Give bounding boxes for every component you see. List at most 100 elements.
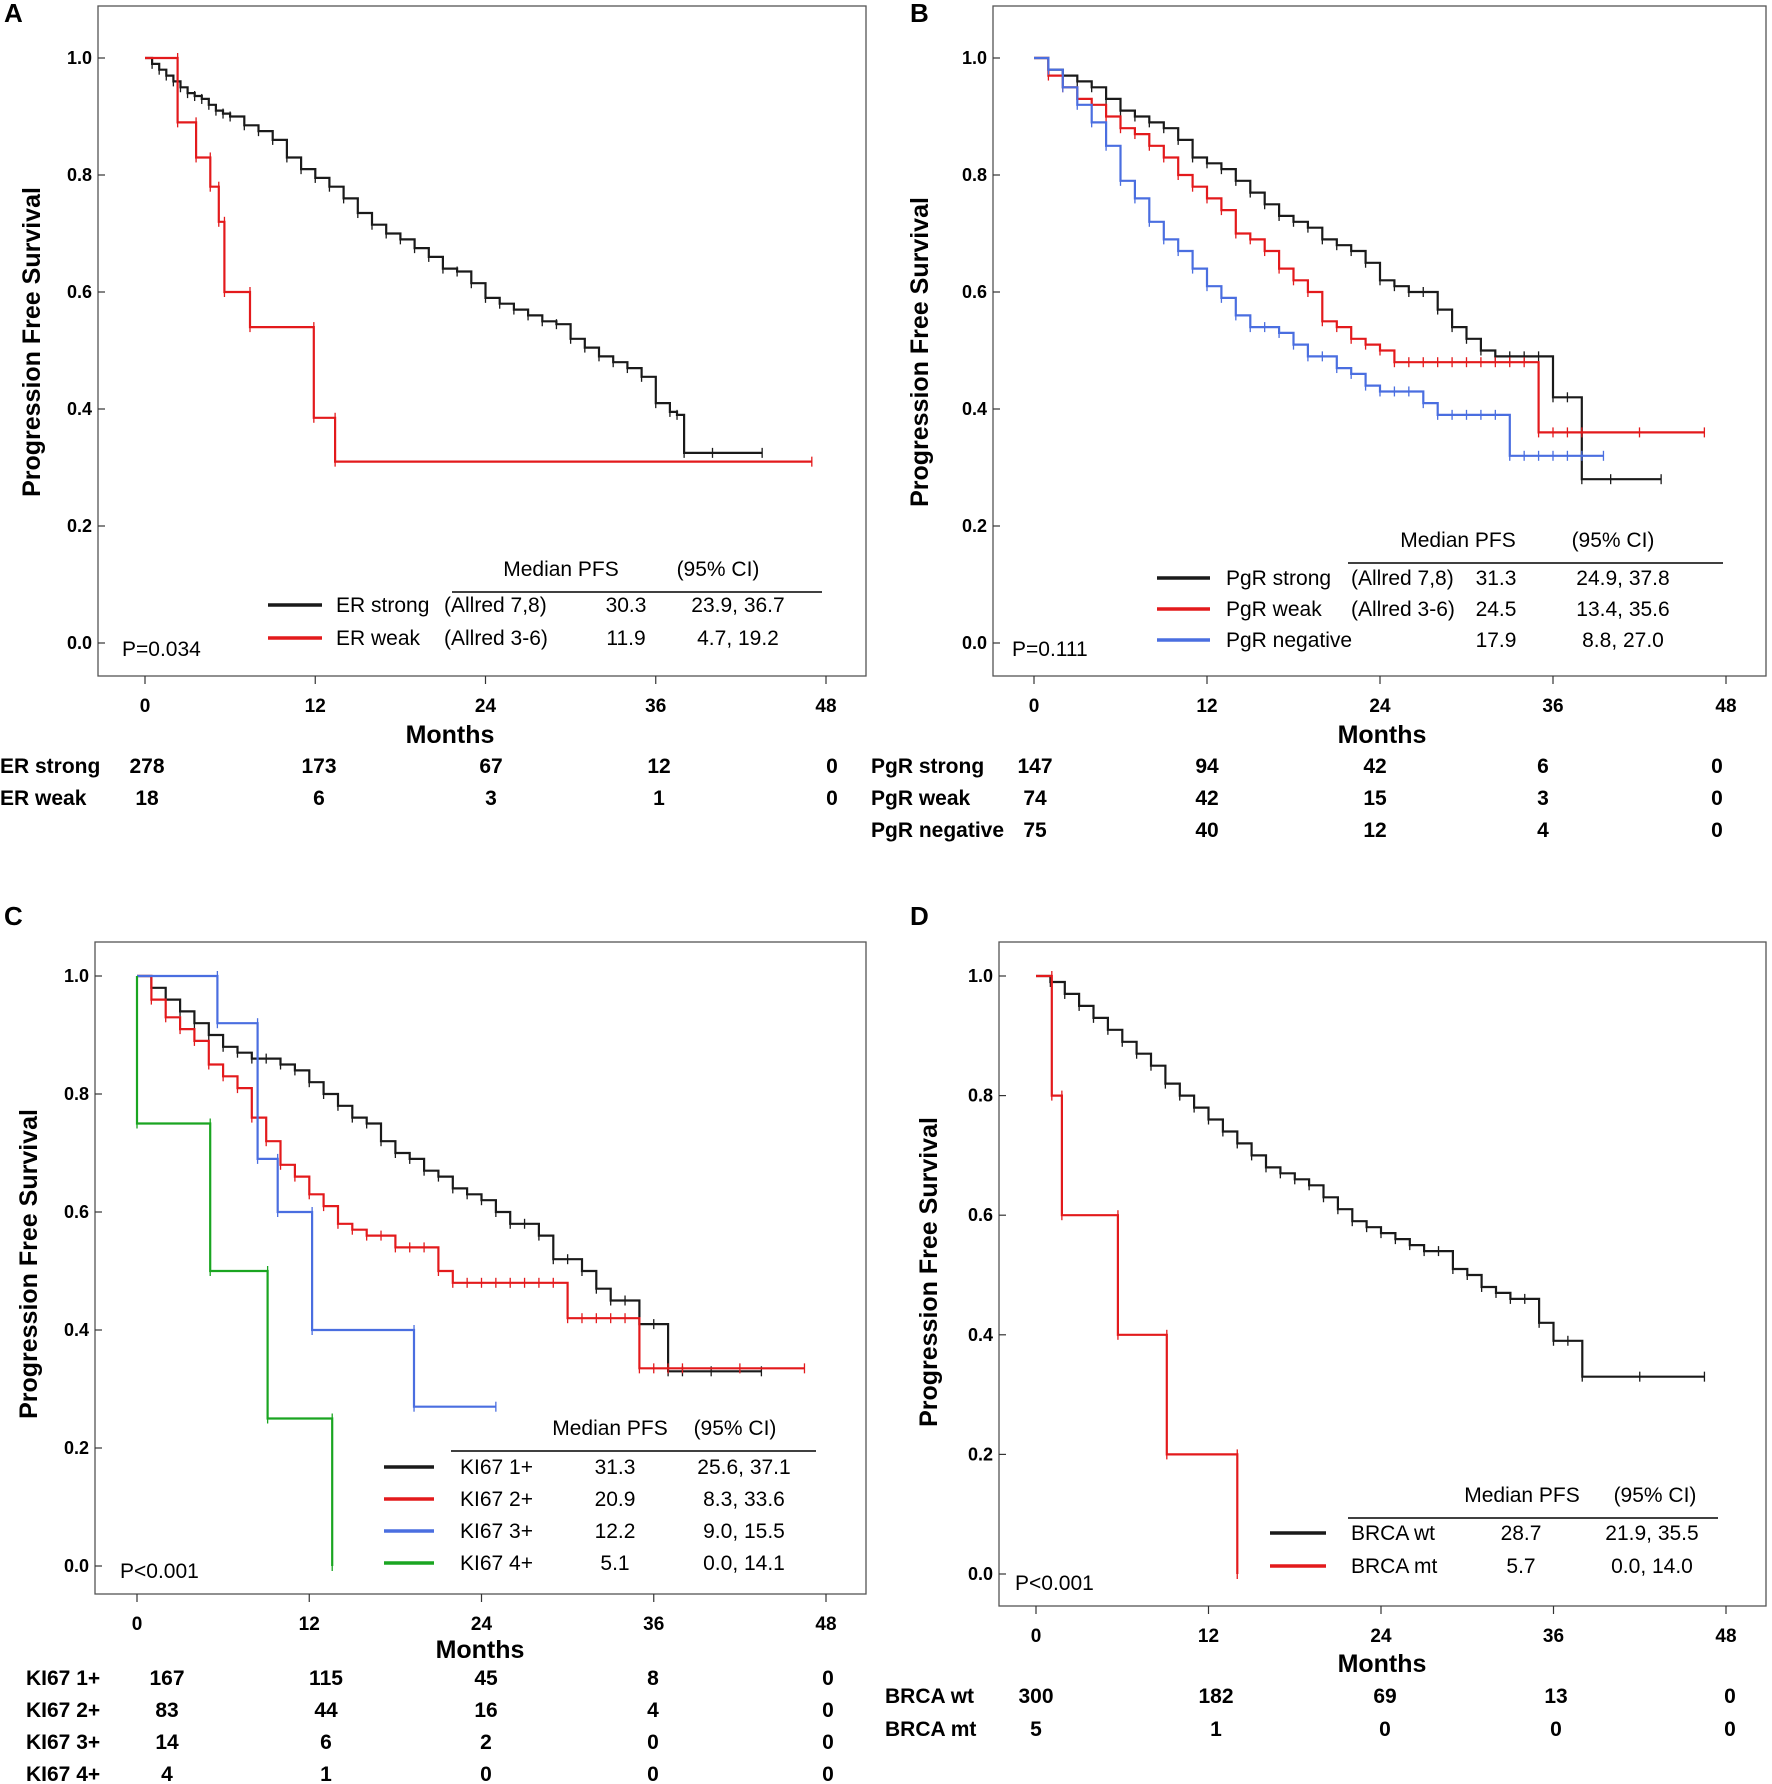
risk-count: 0 <box>1711 755 1723 778</box>
risk-count: 40 <box>1195 819 1218 842</box>
legend-header-ci: (95% CI) <box>677 558 760 581</box>
legend-header-ci: (95% CI) <box>694 1417 777 1440</box>
legend-header-median: Median PFS <box>552 1417 668 1440</box>
risk-count: 0 <box>1711 787 1723 810</box>
x-axis-title: Months <box>406 721 495 749</box>
panel-label: C <box>4 901 23 931</box>
x-tick-label: 48 <box>1715 696 1736 717</box>
legend-header-ci: (95% CI) <box>1572 529 1655 552</box>
x-tick-label: 24 <box>1369 696 1391 717</box>
legend-group: (Allred 7,8) <box>444 594 547 617</box>
panel-C: C0.00.20.40.60.81.00 12 24 36 48MonthsProgre… <box>4 901 867 1784</box>
risk-count: 4 <box>1537 819 1549 842</box>
risk-count: 18 <box>135 787 159 810</box>
risk-count: 12 <box>647 755 670 778</box>
x-tick-label: 36 <box>1542 696 1563 717</box>
risk-count: 15 <box>1363 787 1387 810</box>
x-tick-label: 24 <box>471 1614 493 1635</box>
y-axis-title: Progression Free Survival <box>906 197 934 507</box>
x-tick-label: 0 <box>1029 696 1040 717</box>
risk-row-label: KI67 4+ <box>26 1763 100 1784</box>
y-tick-label: 0.6 <box>64 1202 89 1222</box>
x-tick-label: 48 <box>815 696 836 717</box>
legend-ci: 8.8, 27.0 <box>1582 629 1664 652</box>
risk-count: 42 <box>1195 787 1218 810</box>
risk-count: 4 <box>161 1763 173 1784</box>
legend-median: 5.1 <box>600 1552 629 1575</box>
y-tick-label: 0.2 <box>64 1438 89 1458</box>
risk-count: 115 <box>309 1667 343 1690</box>
p-value: P=0.034 <box>122 638 201 661</box>
legend-ci: 8.3, 33.6 <box>703 1488 785 1511</box>
risk-count: 1 <box>1210 1718 1222 1741</box>
risk-count: 0 <box>647 1731 659 1754</box>
risk-count: 0 <box>822 1763 834 1784</box>
plot-frame <box>97 5 867 677</box>
legend-group: (Allred 3-6) <box>1351 598 1455 621</box>
x-tick-label: 0 <box>140 696 151 717</box>
risk-row-label: BRCA wt <box>885 1685 974 1708</box>
legend-series-name: BRCA wt <box>1351 1522 1435 1545</box>
risk-count: 0 <box>1724 1718 1736 1741</box>
x-tick-label: 24 <box>475 696 497 717</box>
y-tick-label: 1.0 <box>64 966 89 986</box>
y-tick-label: 1.0 <box>962 48 987 68</box>
risk-count: 94 <box>1195 755 1219 778</box>
risk-count: 75 <box>1023 819 1047 842</box>
plot-frame <box>998 941 1767 1607</box>
legend-series-name: BRCA mt <box>1351 1555 1438 1578</box>
risk-count: 0 <box>826 755 838 778</box>
risk-count: 6 <box>320 1731 332 1754</box>
risk-count: 69 <box>1373 1685 1396 1708</box>
risk-count: 1 <box>653 787 665 810</box>
legend-median: 24.5 <box>1476 598 1517 621</box>
y-tick-label: 0.6 <box>968 1205 993 1225</box>
risk-count: 0 <box>822 1667 834 1690</box>
risk-row-label: ER weak <box>0 787 87 810</box>
risk-row-label: KI67 2+ <box>26 1699 100 1722</box>
x-tick-label: 36 <box>1543 1626 1564 1647</box>
legend-ci: 21.9, 35.5 <box>1605 1522 1698 1545</box>
y-tick-label: 0.8 <box>67 165 92 185</box>
y-tick-label: 0.4 <box>67 399 92 419</box>
risk-row-label: PgR strong <box>871 755 984 778</box>
risk-count: 12 <box>1363 819 1386 842</box>
legend-header-median: Median PFS <box>1400 529 1516 552</box>
y-tick-label: 0.2 <box>962 516 987 536</box>
legend-median: 17.9 <box>1476 629 1517 652</box>
legend-median: 31.3 <box>595 1456 636 1479</box>
km-curve-ki67-4+ <box>135 976 334 1566</box>
risk-count: 0 <box>647 1763 659 1784</box>
y-tick-label: 0.8 <box>968 1086 993 1106</box>
risk-row-label: ER strong <box>0 755 100 778</box>
legend-header-median: Median PFS <box>1464 1484 1580 1507</box>
risk-count: 0 <box>1711 819 1723 842</box>
y-tick-label: 0.0 <box>968 1564 993 1584</box>
risk-count: 173 <box>301 755 336 778</box>
legend-series-name: KI67 4+ <box>460 1552 533 1575</box>
y-tick-label: 0.8 <box>962 165 987 185</box>
risk-count: 83 <box>155 1699 178 1722</box>
legend-ci: 9.0, 15.5 <box>703 1520 785 1543</box>
legend-median: 11.9 <box>606 627 645 650</box>
risk-count: 6 <box>313 787 325 810</box>
risk-count: 3 <box>1537 787 1549 810</box>
y-tick-label: 0.2 <box>67 516 92 536</box>
risk-count: 13 <box>1544 1685 1567 1708</box>
x-tick-label: 12 <box>1198 1626 1219 1647</box>
y-tick-label: 0.4 <box>962 399 987 419</box>
risk-count: 6 <box>1537 755 1549 778</box>
y-tick-label: 0.4 <box>968 1325 993 1345</box>
legend-series-name: ER weak <box>336 627 421 650</box>
risk-count: 5 <box>1030 1718 1042 1741</box>
x-tick-label: 48 <box>815 1614 836 1635</box>
km-curve-ki67-2+ <box>137 974 805 1370</box>
risk-count: 167 <box>149 1667 184 1690</box>
legend-ci: 13.4, 35.6 <box>1576 598 1669 621</box>
legend-header-ci: (95% CI) <box>1614 1484 1697 1507</box>
x-tick-label: 36 <box>643 1614 664 1635</box>
legend-median: 28.7 <box>1501 1522 1542 1545</box>
risk-count: 0 <box>1379 1718 1391 1741</box>
legend-group: (Allred 3-6) <box>444 627 548 650</box>
